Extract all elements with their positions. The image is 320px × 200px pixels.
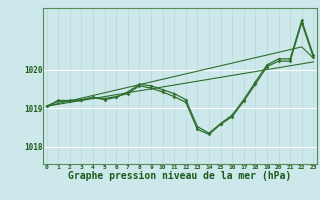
X-axis label: Graphe pression niveau de la mer (hPa): Graphe pression niveau de la mer (hPa) — [68, 171, 292, 181]
